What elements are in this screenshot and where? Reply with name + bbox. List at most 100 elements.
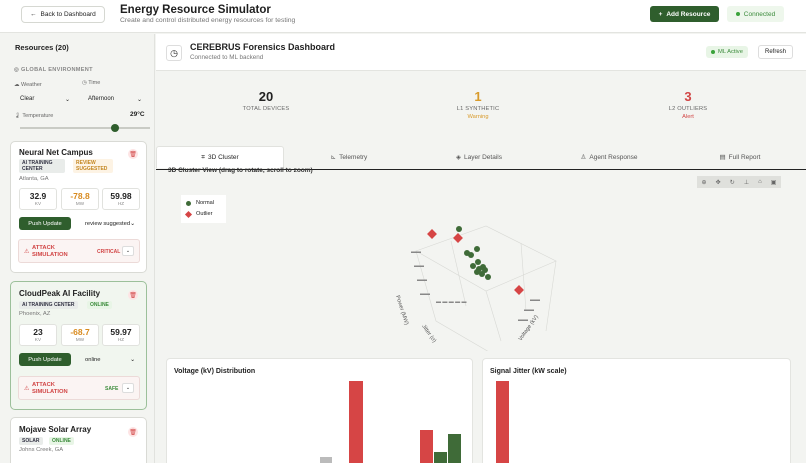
normal-point xyxy=(485,274,491,280)
temperature-slider-track[interactable] xyxy=(20,127,150,129)
warning-icon: ⚠ xyxy=(24,249,30,255)
grid-floor xyxy=(415,225,557,292)
attack-simulation-label: ATTACK SIMULATION xyxy=(32,245,68,258)
back-to-dashboard-button[interactable]: ← Back to Dashboard xyxy=(21,6,105,23)
chevron-down-icon: ⌄ xyxy=(64,96,70,103)
chevron-down-icon[interactable]: ⌄ xyxy=(122,383,134,393)
home-icon[interactable]: ⌂ xyxy=(758,179,762,185)
stat-sublabel: Warning xyxy=(467,114,489,120)
cluster-points xyxy=(427,226,524,295)
push-update-button[interactable]: Push Update xyxy=(19,353,71,366)
back-label: Back to Dashboard xyxy=(40,11,96,18)
resource-name: Mojave Solar Array xyxy=(19,425,92,434)
grid-line xyxy=(450,240,467,307)
voltage-metric: 23 KV xyxy=(19,324,57,346)
histogram-bar xyxy=(420,430,433,463)
axis-label-power: Power (MW) xyxy=(394,295,409,326)
power-unit: MW xyxy=(75,337,85,342)
stat-label: L2 OUTLIERS xyxy=(668,106,708,112)
histogram-bar xyxy=(320,457,332,463)
chevron-down-icon: ⌄ xyxy=(130,220,135,227)
dashboard-tabs: ⌗ 3D Cluster ⊾ Telemetry ◈ Layer Details ♙ A… xyxy=(156,146,806,170)
push-update-button[interactable]: Push Update xyxy=(19,217,71,230)
add-resource-label: Add Resource xyxy=(666,10,711,18)
tab-telemetry[interactable]: ⊾ Telemetry xyxy=(330,153,368,162)
frequency-unit: HZ xyxy=(117,201,125,206)
delete-icon[interactable]: 🗑︎ xyxy=(128,149,138,159)
forensics-dashboard: ◷ CEREBRUS Forensics Dashboard Connected… xyxy=(156,34,806,463)
normal-point xyxy=(470,263,476,269)
camera-icon[interactable]: ▣ xyxy=(770,179,777,186)
resource-card-cloudpeak-ai-facility[interactable]: CloudPeak AI Facility 🗑︎ AI TRAINING CEN… xyxy=(10,281,147,410)
voltage-metric: 32.9 KV xyxy=(19,188,57,210)
layers-icon: ◈ xyxy=(456,154,462,161)
pan-icon[interactable]: ✥ xyxy=(715,179,721,186)
cluster-3d-scene[interactable]: ▬▬ ▬▬ ▬▬ ▬▬ ▬▬ ▬▬ ▬▬ ▬ ▬ ▬ ▬ ▬ Power (MW… xyxy=(166,171,791,351)
cluster-3d-plot[interactable]: 3D Cluster View (drag to rotate, scroll … xyxy=(166,167,791,351)
delete-icon[interactable]: 🗑︎ xyxy=(128,427,138,437)
weather-select[interactable]: Clear ⌄ xyxy=(14,93,76,105)
outlier-point xyxy=(514,285,524,295)
stat-value: 20 xyxy=(258,89,274,104)
cluster-tick-labels: ▬▬ ▬▬ ▬▬ ▬▬ ▬▬ ▬▬ ▬▬ ▬ ▬ ▬ ▬ ▬ xyxy=(411,249,540,323)
refresh-button[interactable]: Refresh xyxy=(758,45,794,59)
resource-card-mojave-solar-array[interactable]: Mojave Solar Array 🗑︎ SOLAR ONLINE Johns… xyxy=(10,417,147,463)
attack-state-badge: SAFE xyxy=(105,386,119,392)
stat-l1-synthetic: 1 L1 SYNTHETIC Warning xyxy=(423,89,533,120)
tick-label: ▬▬ xyxy=(524,307,534,313)
status-dot-icon xyxy=(735,12,740,16)
legend-normal: Normal xyxy=(186,200,214,206)
zoom-icon[interactable]: ⊕ xyxy=(701,179,707,186)
resource-location: Johns Creek, GA xyxy=(19,447,64,453)
signal-jitter-panel: Signal Jitter (kW scale) xyxy=(482,358,791,463)
stat-total-devices: 20 TOTAL DEVICES xyxy=(211,89,321,112)
rotate-icon[interactable]: ↻ xyxy=(729,179,735,186)
tick-label: ▬▬ xyxy=(414,263,424,269)
stat-value: 1 xyxy=(474,89,482,104)
environment-label: ◎ GLOBAL ENVIRONMENT xyxy=(14,67,93,73)
resource-card-neural-net-campus[interactable]: Neural Net Campus 🗑︎ AI TRAINING CENTER … xyxy=(10,141,147,273)
tick-label: ▬▬ xyxy=(411,249,421,255)
resources-sidebar: Resources (20) ◎ GLOBAL ENVIRONMENT ☁ We… xyxy=(0,34,155,463)
tab-3d-cluster[interactable]: ⌗ 3D Cluster xyxy=(156,146,284,168)
power-metric: -78.8 MW xyxy=(61,188,99,210)
ml-status-label: ML Active xyxy=(718,49,743,55)
resource-name: CloudPeak AI Facility xyxy=(19,289,101,298)
dashboard-header: ◷ CEREBRUS Forensics Dashboard Connected… xyxy=(156,34,806,71)
stat-l2-outliers: 3 L2 OUTLIERS Alert xyxy=(633,89,743,120)
status-select[interactable]: review suggested ⌄ xyxy=(81,217,139,230)
tab-agent-response[interactable]: ♙ Agent Response xyxy=(580,153,638,162)
power-unit: MW xyxy=(75,201,85,206)
add-resource-button[interactable]: + Add Resource xyxy=(650,6,719,22)
axis-label-jitter: Jitter (σ) xyxy=(420,324,437,344)
legend-outlier: Outlier xyxy=(184,210,212,218)
grid-edge xyxy=(415,250,489,351)
cluster-plot-title: 3D Cluster View (drag to rotate, scroll … xyxy=(168,167,313,174)
grid-line xyxy=(520,242,527,312)
voltage-distribution-panel: Voltage (kV) Distribution xyxy=(166,358,473,463)
plus-icon: + xyxy=(658,10,663,18)
frequency-metric: 59.98 HZ xyxy=(102,188,140,210)
resource-type-tag: AI TRAINING CENTER xyxy=(19,301,78,309)
voltage-value: 23 xyxy=(33,327,43,337)
status-select[interactable]: online ⌄ xyxy=(81,353,139,366)
resource-name: Neural Net Campus xyxy=(19,148,93,157)
delete-icon[interactable]: 🗑︎ xyxy=(128,290,138,300)
tab-layer-details[interactable]: ◈ Layer Details xyxy=(456,153,502,162)
orbit-icon[interactable]: ⊥ xyxy=(743,179,750,186)
histogram-bar xyxy=(434,452,447,463)
time-select[interactable]: Afternoon ⌄ xyxy=(82,93,148,105)
voltage-value: 32.9 xyxy=(29,191,47,201)
attack-simulation-panel: ⚠ ATTACK SIMULATION CRITICAL ⌄ xyxy=(18,239,140,263)
plot-toolbar: ⊕ ✥ ↻ ⊥ ⌂ ▣ xyxy=(697,176,781,188)
temperature-slider-handle[interactable] xyxy=(111,124,119,132)
normal-point xyxy=(476,266,482,272)
attack-state-badge: CRITICAL xyxy=(97,249,121,255)
resource-location: Atlanta, GA xyxy=(19,176,49,182)
voltage-unit: KV xyxy=(34,337,42,342)
cluster-legend: Normal Outlier xyxy=(181,195,226,223)
stat-sublabel: Alert xyxy=(682,114,694,120)
resource-type-tag: SOLAR xyxy=(19,437,43,445)
chevron-down-icon[interactable]: ⌄ xyxy=(122,246,134,256)
tab-full-report[interactable]: ▤ Full Report xyxy=(719,153,761,162)
